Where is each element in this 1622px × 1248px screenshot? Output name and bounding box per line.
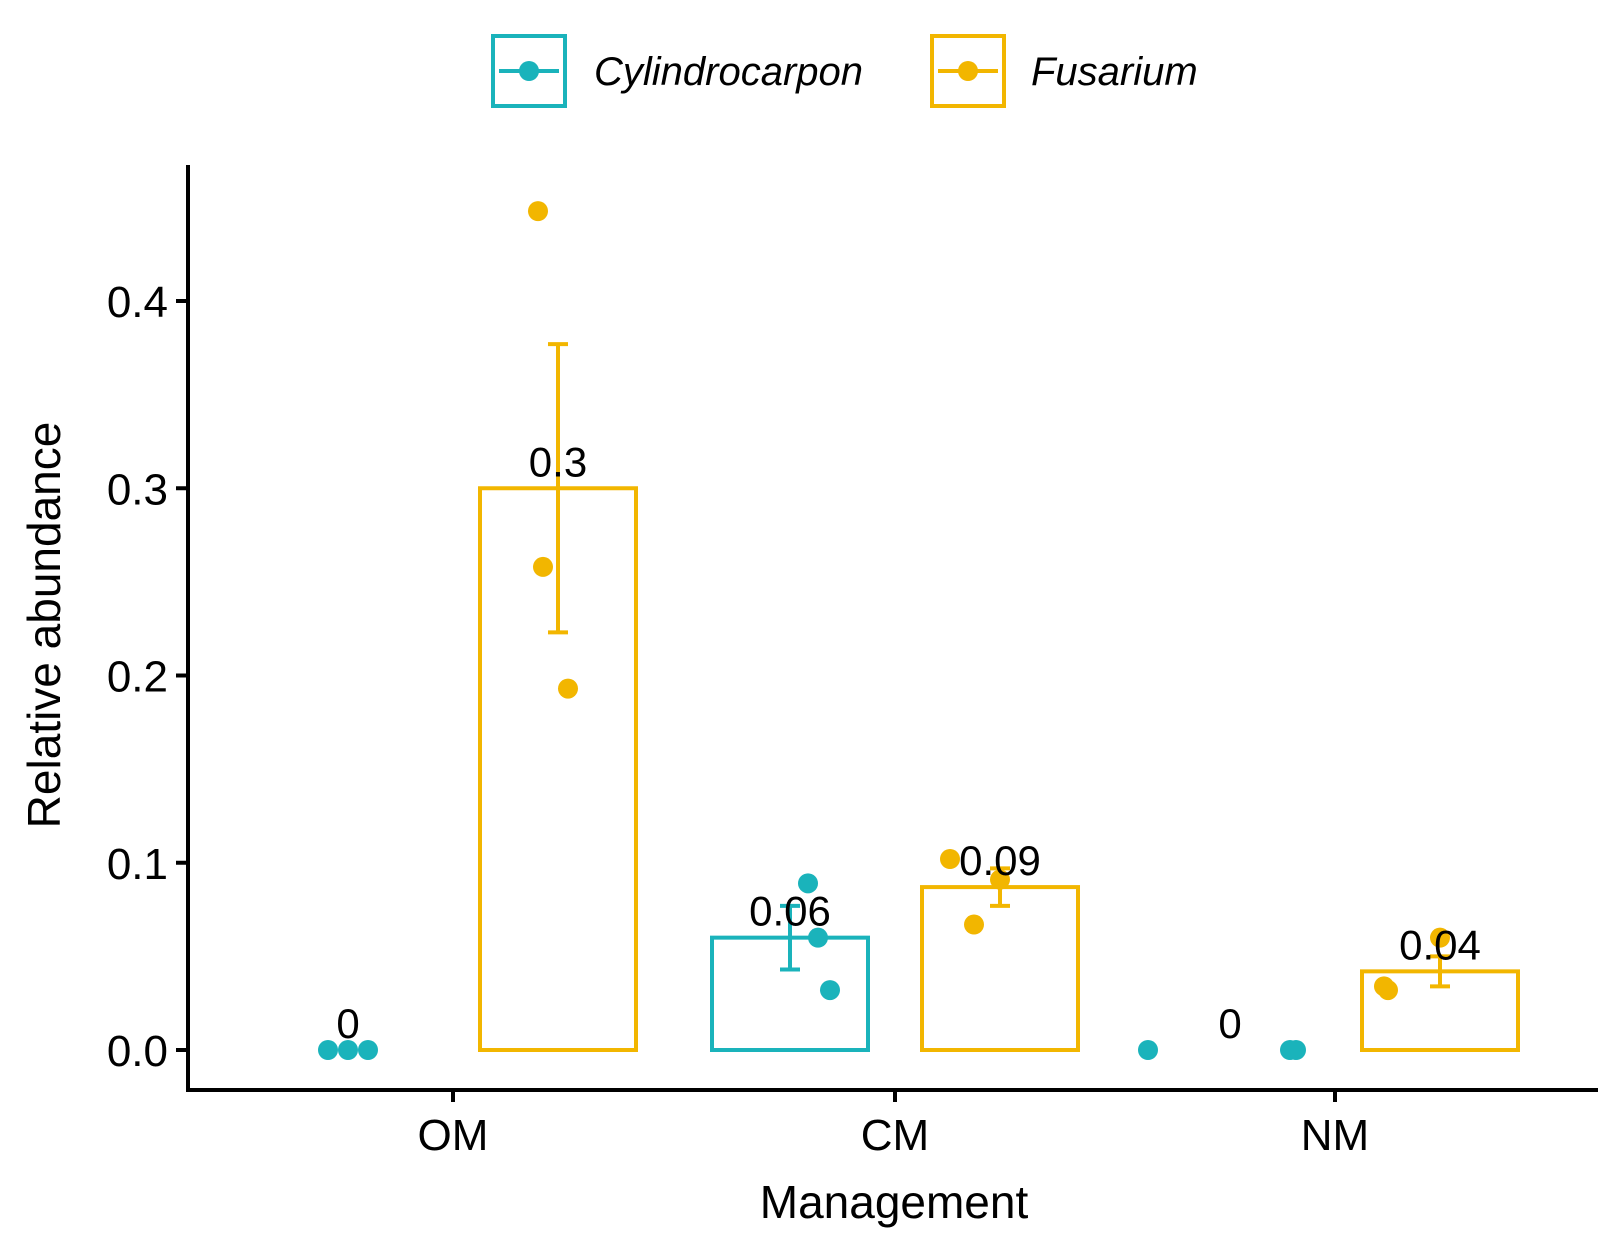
data-point (1286, 1040, 1306, 1060)
data-point (940, 849, 960, 870)
data-point (1430, 927, 1450, 948)
data-point (1138, 1040, 1158, 1060)
y-tick-label: 0.2 (107, 653, 168, 702)
bar-value-label: 0.04 (1399, 921, 1481, 968)
error-bars (548, 342, 1450, 989)
bar-value-label: 0 (1218, 1000, 1241, 1047)
legend-label-cylindrocarpon: Cylindrocarpon (594, 50, 863, 94)
bar-fusarium-cm (920, 885, 1080, 1053)
bar-value-label: 0.06 (749, 888, 831, 935)
legend-label-fusarium: Fusarium (1031, 50, 1198, 94)
legend-key-dot (958, 61, 978, 81)
legend-key-dot (519, 61, 539, 81)
data-point (990, 869, 1010, 890)
data-point (964, 914, 984, 935)
x-axis-title: Management (760, 1176, 1029, 1228)
data-point (358, 1040, 378, 1060)
y-tick-label: 0.3 (107, 465, 168, 514)
data-points (318, 201, 1450, 1060)
bars (478, 486, 1520, 1053)
bar-value-labels: 0 0.06 0 0.3 0.09 0.04 (336, 438, 1481, 1047)
bar-value-label: 0 (336, 1000, 359, 1047)
bar-value-label: 0.09 (959, 837, 1041, 884)
data-point (1378, 980, 1398, 1001)
data-point (558, 678, 578, 699)
data-point (798, 873, 818, 894)
axes: 0.0 0.1 0.2 0.3 0.4 OM CM NM (107, 165, 1598, 1160)
y-tick-label: 0.4 (107, 278, 168, 327)
x-tick-label-nm: NM (1301, 1111, 1369, 1160)
bar-value-label: 0.3 (529, 438, 587, 485)
legend: Cylindrocarpon Fusarium (491, 34, 1198, 108)
data-point (808, 927, 828, 948)
y-tick-label: 0.0 (107, 1027, 168, 1076)
data-point (338, 1040, 358, 1060)
x-tick-label-om: OM (418, 1111, 489, 1160)
x-tick-label-cm: CM (861, 1111, 929, 1160)
data-point (533, 556, 553, 577)
data-point (528, 201, 548, 222)
y-tick-label: 0.1 (107, 840, 168, 889)
data-point (820, 980, 840, 1001)
y-axis-title: Relative abundance (18, 422, 70, 829)
data-point (318, 1040, 338, 1060)
